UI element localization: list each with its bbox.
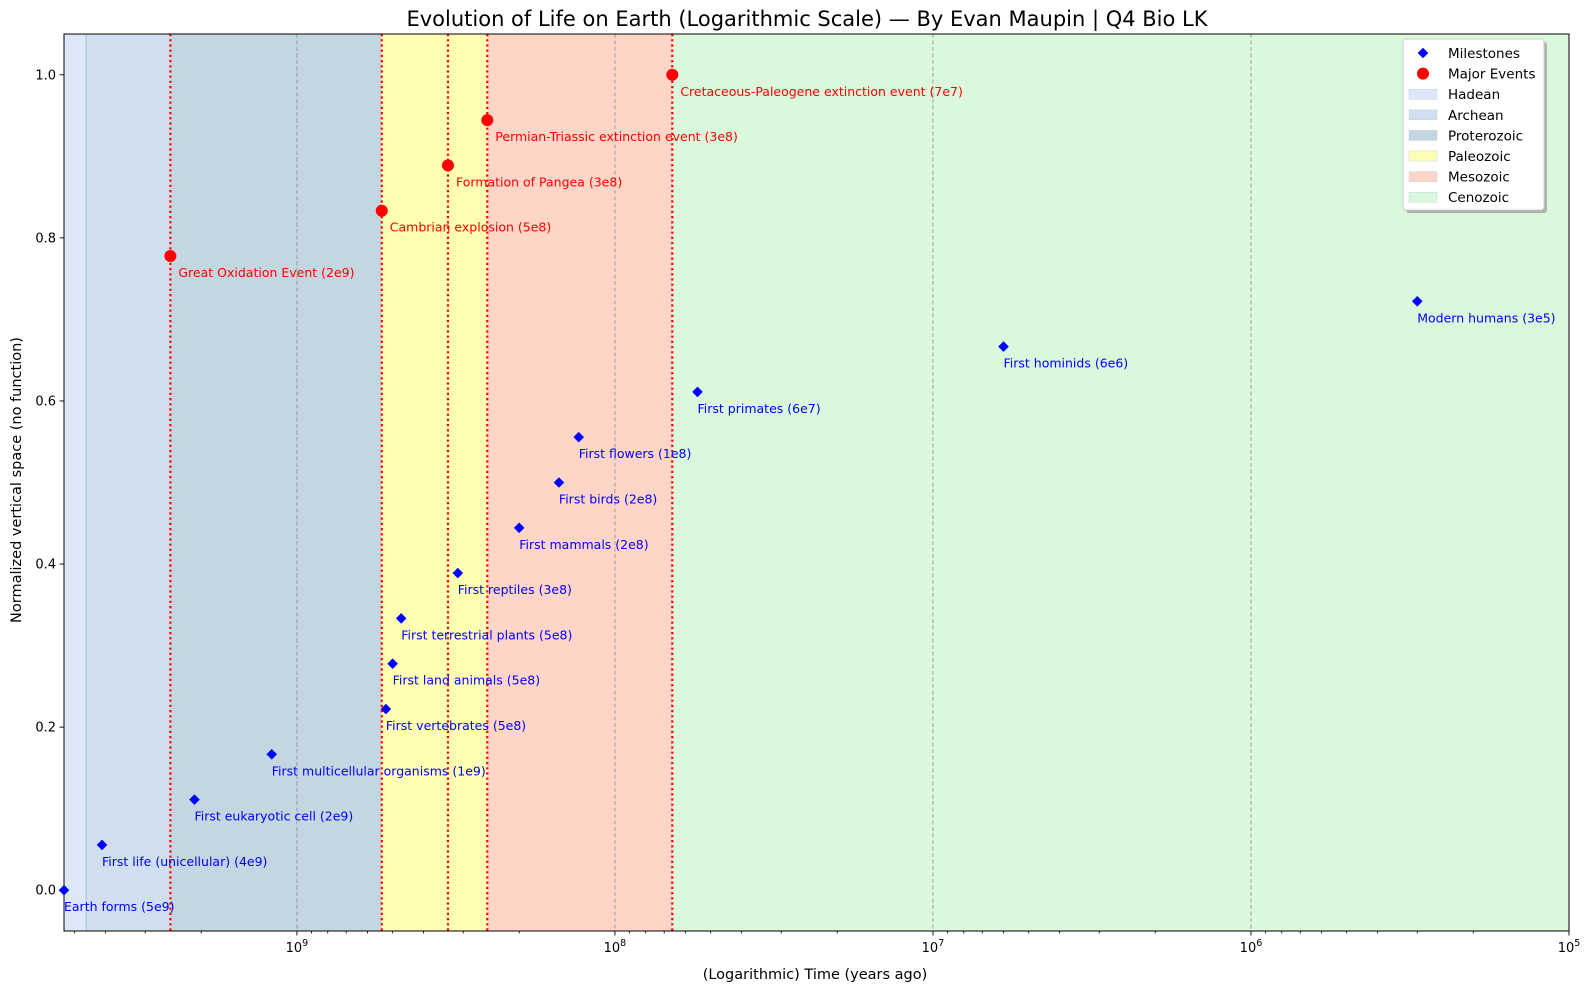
y-axis-label: Normalized vertical space (no function)	[9, 337, 25, 623]
legend-swatch-proterozoic	[1408, 130, 1438, 141]
x-tick-exponent: 8	[620, 938, 626, 949]
y-tick-label: 0.2	[35, 721, 56, 736]
event-label-cambrian-explosion-5e8: Cambrian explosion (5e8)	[390, 220, 551, 235]
legend-swatch-mesozoic	[1408, 171, 1438, 182]
milestone-point-earth-forms-5e9	[58, 884, 70, 896]
milestone-point-first-hominids-6e6	[998, 341, 1009, 352]
x-axis-label: (Logarithmic) Time (years ago)	[703, 967, 928, 983]
y-tick-label: 0.8	[35, 231, 56, 246]
legend-label-hadean: Hadean	[1448, 87, 1500, 103]
milestone-point-first-eukaryotic-cell-2e9	[189, 794, 200, 805]
x-tick-label: 108	[604, 938, 627, 956]
milestone-label-first-birds-2e8: First birds (2e8)	[559, 492, 657, 507]
milestone-label-first-land-animals-5e8: First land animals (5e8)	[393, 673, 540, 688]
milestone-point-modern-humans-3e5	[1411, 296, 1423, 307]
event-point-permian-triassic-extinction-event-3e8	[481, 114, 494, 127]
milestone-label-first-hominids-6e6: First hominids (6e6)	[1004, 356, 1129, 371]
event-label-formation-of-pangea-3e8: Formation of Pangea (3e8)	[456, 174, 622, 189]
milestone-label-first-mammals-2e8: First mammals (2e8)	[519, 537, 648, 552]
legend-marker-major-events	[1417, 67, 1429, 80]
x-tick-label: 109	[286, 938, 309, 956]
event-label-great-oxidation-event-2e9: Great Oxidation Event (2e9)	[178, 265, 354, 280]
x-tick-label: 107	[922, 938, 945, 956]
event-point-formation-of-pangea-3e8	[441, 159, 454, 172]
era-band-hadean	[64, 34, 87, 931]
legend-swatch-archean	[1408, 109, 1438, 121]
milestone-point-first-land-animals-5e8	[387, 658, 398, 669]
milestone-point-first-primates-6e7	[692, 386, 703, 398]
y-tick-label: 0.4	[35, 558, 56, 573]
milestone-label-first-vertebrates-5e8: First vertebrates (5e8)	[386, 718, 526, 733]
milestone-label-first-eukaryotic-cell-2e9: First eukaryotic cell (2e9)	[194, 809, 353, 824]
legend-box	[1402, 38, 1545, 211]
legend-swatch-cenozoic	[1408, 191, 1438, 203]
milestone-label-first-multicellular-organisms-1e9: First multicellular organisms (1e9)	[272, 763, 486, 778]
era-band-archean	[86, 34, 171, 931]
legend-swatch-paleozoic	[1408, 150, 1438, 162]
milestone-point-first-mammals-2e8	[513, 522, 525, 534]
legend-marker-milestones	[1417, 47, 1429, 59]
legend-label-paleozoic: Paleozoic	[1448, 149, 1511, 165]
legend-label-milestones: Milestones	[1448, 46, 1520, 62]
milestone-point-first-reptiles-3e8	[452, 567, 464, 579]
event-label-cretaceous-paleogene-extinction-event-7e7: Cretaceous-Paleogene extinction event (7…	[680, 84, 963, 99]
event-label-permian-triassic-extinction-event-3e8: Permian-Triassic extinction event (3e8)	[495, 129, 738, 144]
legend-label-proterozoic: Proterozoic	[1448, 128, 1523, 144]
event-point-great-oxidation-event-2e9	[164, 249, 177, 262]
legend-label-major-events: Major Events	[1448, 67, 1535, 83]
plot-frame	[63, 33, 1570, 932]
legend-swatch-hadean	[1408, 88, 1438, 100]
milestone-point-first-flowers-1e8	[573, 431, 585, 443]
x-tick-exponent: 9	[302, 938, 308, 949]
milestone-label-first-life-unicellular-4e9: First life (unicellular) (4e9)	[102, 854, 267, 869]
legend-label-cenozoic: Cenozoic	[1448, 190, 1509, 206]
legend-label-mesozoic: Mesozoic	[1448, 170, 1510, 186]
x-tick-exponent: 7	[938, 938, 944, 949]
legend-label-archean: Archean	[1448, 108, 1504, 124]
milestone-label-first-reptiles-3e8: First reptiles (3e8)	[458, 582, 572, 597]
milestone-label-earth-forms-5e9: Earth forms (5e9)	[64, 899, 174, 914]
y-tick-label: 1.0	[35, 68, 56, 83]
era-band-paleozoic	[381, 34, 488, 931]
event-point-cretaceous-paleogene-extinction-event-7e7	[666, 68, 679, 81]
milestone-point-first-vertebrates-5e8	[380, 703, 392, 715]
milestone-point-first-terrestrial-plants-5e8	[395, 613, 407, 624]
era-band-mesozoic	[487, 34, 673, 931]
milestone-label-first-flowers-1e8: First flowers (1e8)	[579, 446, 692, 461]
x-tick-label: 106	[1240, 938, 1263, 956]
chart-title: Evolution of Life on Earth (Logarithmic …	[406, 7, 1208, 32]
x-tick-base: 10	[922, 941, 939, 956]
x-tick-exponent: 5	[1574, 938, 1580, 949]
milestone-point-first-multicellular-organisms-1e9	[266, 748, 278, 760]
x-tick-base: 10	[1240, 941, 1257, 956]
event-point-cambrian-explosion-5e8	[375, 204, 388, 217]
x-tick-base: 10	[1558, 941, 1575, 956]
x-tick-exponent: 6	[1256, 938, 1262, 949]
milestone-point-first-life-unicellular-4e9	[96, 839, 108, 851]
milestone-label-first-terrestrial-plants-5e8: First terrestrial plants (5e8)	[401, 627, 572, 642]
milestone-point-first-birds-2e8	[553, 477, 565, 488]
legend: Milestones Major Events Hadean Archean Prote…	[1402, 38, 1547, 213]
y-tick-label: 0.0	[35, 884, 56, 899]
x-tick-base: 10	[286, 941, 303, 956]
x-tick-base: 10	[604, 941, 621, 956]
era-band-proterozoic	[170, 34, 382, 931]
x-tick-label: 105	[1558, 938, 1581, 956]
y-tick-label: 0.6	[35, 394, 56, 409]
milestone-label-first-primates-6e7: First primates (6e7)	[698, 401, 821, 416]
milestone-label-modern-humans-3e5: Modern humans (3e5)	[1417, 310, 1555, 325]
